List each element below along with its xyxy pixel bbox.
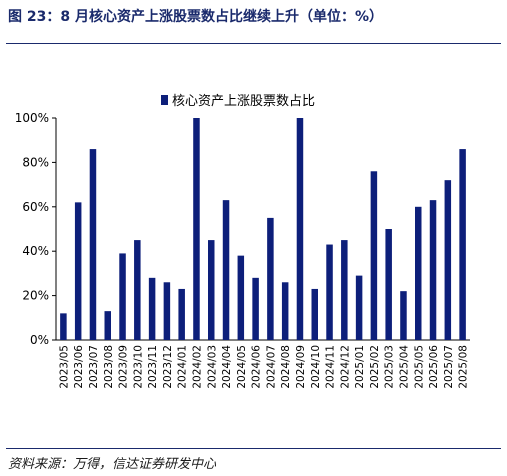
x-tick-label: 2025/08 [458,345,470,389]
x-tick-label: 2023/11 [147,345,159,389]
y-tick-label: 40% [22,244,49,258]
x-tick-label: 2023/06 [73,345,85,389]
x-tick-label: 2023/07 [88,345,100,389]
bars [60,118,466,340]
bar [355,275,363,340]
bar [148,277,156,340]
bar [370,171,378,340]
source-note: 资料来源：万得，信达证券研发中心 [8,457,217,472]
bar [60,313,67,340]
bar [178,288,185,340]
bar [415,206,422,340]
bar [222,200,230,340]
x-tick-label: 2024/01 [177,345,189,389]
bar [429,200,437,340]
x-tick-label: 2025/07 [443,345,455,389]
x-tick-label: 2024/07 [265,345,277,389]
bar [459,149,466,340]
bar [296,118,304,340]
bar [252,277,259,340]
bar [237,255,245,340]
bar [326,244,333,340]
x-tick-label: 2025/06 [428,345,440,389]
x-tick-label: 2024/09 [295,345,307,389]
x-tick-label: 2024/05 [236,345,248,389]
bar [267,217,274,340]
y-tick-label: 80% [22,155,49,169]
x-tick-label: 2024/04 [221,345,233,389]
x-tick-label: 2023/05 [58,345,70,389]
x-tick-label: 2024/08 [280,345,292,389]
title-rule [6,43,501,44]
x-ticks: 2023/05 2023/06 2023/07 2023/08 2023/09 2023/… [58,345,469,389]
x-tick-label: 2023/08 [103,345,115,389]
x-tick-label: 2023/10 [132,345,144,389]
x-tick-label: 2023/09 [118,345,130,389]
y-tick-label: 0% [30,333,49,347]
bar [341,240,348,340]
bar [74,202,82,340]
figure-title: 图 23：8 月核心资产上涨股票数占比继续上升（单位：%） [8,9,383,25]
y-tick-label: 20% [22,289,49,303]
y-tick-label: 60% [22,200,49,214]
y-tick-label: 100% [15,111,49,125]
x-tick-label: 2024/10 [310,345,322,389]
legend-swatch [161,95,168,105]
bar [193,118,200,340]
x-tick-label: 2025/04 [398,345,410,389]
x-tick-label: 2024/06 [251,345,263,389]
bar [104,311,111,340]
x-tick-label: 2024/12 [339,345,351,389]
bar [400,291,407,340]
x-tick-label: 2023/12 [162,345,174,389]
bar [119,253,126,340]
bar [134,240,141,340]
bar [311,288,318,340]
legend-label: 核心资产上涨股票数占比 [172,94,315,109]
y-ticks: 0% 20% 40% 60% 80% 100% [15,111,56,347]
bar [89,149,97,340]
x-tick-label: 2025/02 [369,345,381,389]
bar [208,240,215,340]
source-rule [6,448,501,449]
x-tick-label: 2025/05 [413,345,425,389]
bar [281,282,289,340]
bar [385,229,392,340]
x-tick-label: 2024/03 [206,345,218,389]
legend: 核心资产上涨股票数占比 [161,94,315,109]
bar [163,282,171,340]
bar [444,180,452,340]
x-tick-label: 2024/11 [325,345,337,389]
x-tick-label: 2025/01 [354,345,366,389]
x-tick-label: 2025/03 [384,345,396,389]
x-tick-label: 2024/02 [191,345,203,389]
